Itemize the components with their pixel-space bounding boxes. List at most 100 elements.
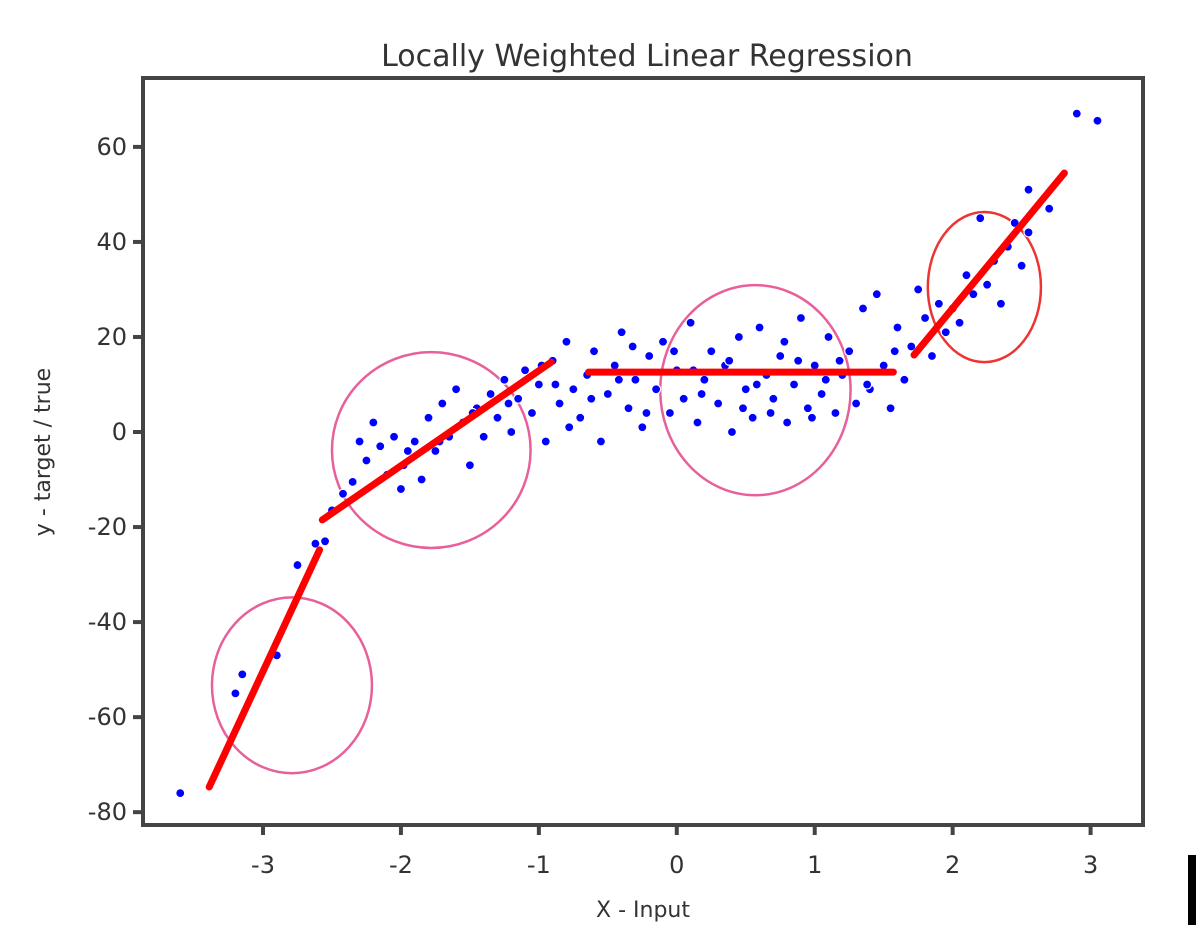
x-axis-label: X - Input: [596, 898, 690, 923]
data-point: [1071, 108, 1082, 119]
data-point: [237, 669, 248, 680]
data-point: [982, 279, 993, 290]
data-point: [751, 379, 762, 390]
data-point: [754, 322, 765, 333]
data-point: [609, 360, 620, 371]
data-point: [913, 284, 924, 295]
data-point: [627, 341, 638, 352]
data-point: [933, 298, 944, 309]
window-circle-1: [330, 350, 532, 550]
data-point: [889, 346, 900, 357]
data-point: [375, 441, 386, 452]
data-point: [644, 350, 655, 362]
data-point: [830, 407, 841, 419]
data-point: [575, 412, 586, 423]
data-point: [588, 346, 600, 357]
data-point: [526, 407, 538, 419]
data-point: [857, 303, 869, 314]
data-point: [726, 426, 738, 438]
y-axis-ticks: -80 -60 -40 -20 0 20 40 60: [88, 133, 143, 826]
x-tick-label: -3: [251, 851, 275, 879]
data-point: [795, 312, 807, 324]
x-tick-label: 0: [669, 851, 684, 879]
data-point: [550, 379, 561, 390]
data-point: [954, 317, 965, 328]
data-point: [788, 379, 800, 390]
data-point: [820, 374, 831, 385]
data-point: [779, 336, 790, 347]
data-point: [388, 431, 400, 442]
data-point: [641, 407, 652, 419]
data-point: [851, 398, 862, 409]
data-point: [871, 289, 882, 300]
data-point: [310, 538, 321, 549]
data-point: [503, 398, 514, 409]
data-point: [230, 688, 241, 699]
plot-frame: [141, 76, 1145, 827]
x-tick-label: -1: [527, 851, 551, 879]
data-point: [533, 379, 544, 390]
data-point: [568, 384, 579, 395]
data-point: [361, 455, 372, 466]
data-point: [292, 559, 303, 571]
y-tick-label: 0: [112, 418, 127, 446]
data-point: [844, 346, 855, 357]
data-point: [395, 483, 407, 495]
data-point: [899, 374, 910, 385]
data-point: [423, 412, 434, 423]
data-point: [175, 788, 186, 799]
data-point: [775, 350, 786, 362]
fit-lines: [205, 169, 1068, 791]
data-point: [513, 393, 524, 404]
data-point: [685, 317, 696, 328]
data-point: [430, 445, 441, 457]
data-point: [678, 393, 689, 404]
data-point: [564, 422, 575, 433]
data-point: [696, 388, 707, 400]
data-point: [816, 388, 827, 400]
fit-line-0: [205, 546, 324, 791]
data-point: [782, 417, 793, 428]
data-point: [862, 379, 873, 390]
data-point: [834, 355, 845, 366]
data-point: [554, 398, 565, 409]
data-point: [402, 445, 413, 457]
data-point: [926, 350, 938, 362]
data-point: [809, 360, 820, 371]
data-point: [806, 412, 818, 423]
x-axis-ticks: -3 -2 -1 0 1 2 3: [251, 825, 1098, 879]
data-point: [968, 289, 979, 300]
x-tick-label: -2: [389, 851, 413, 879]
y-tick-label: 40: [96, 228, 127, 256]
y-tick-label: -40: [88, 608, 127, 636]
data-point: [623, 403, 634, 414]
data-point: [747, 412, 758, 423]
data-point: [586, 393, 597, 404]
data-point: [940, 327, 951, 338]
data-point: [706, 346, 717, 357]
y-tick-label: -60: [88, 703, 127, 731]
data-point: [802, 403, 813, 414]
window-circle-0: [210, 596, 374, 775]
data-point: [733, 331, 744, 343]
data-point: [540, 436, 551, 447]
data-point: [561, 336, 572, 347]
data-point: [630, 374, 641, 385]
y-axis-label: y - target / true: [31, 368, 56, 536]
data-point: [478, 431, 489, 442]
chart-title: Locally Weighted Linear Regression: [381, 39, 913, 74]
data-point: [616, 327, 627, 338]
data-point: [668, 346, 680, 357]
data-point: [409, 436, 420, 447]
data-point: [892, 322, 903, 333]
data-point: [823, 331, 834, 343]
data-point: [492, 412, 503, 423]
data-point: [737, 403, 749, 414]
x-tick-label: 3: [1083, 851, 1098, 879]
data-points: [175, 108, 1103, 799]
data-point: [602, 388, 613, 400]
data-point: [347, 476, 358, 488]
data-point: [416, 474, 427, 485]
data-point: [699, 374, 710, 385]
